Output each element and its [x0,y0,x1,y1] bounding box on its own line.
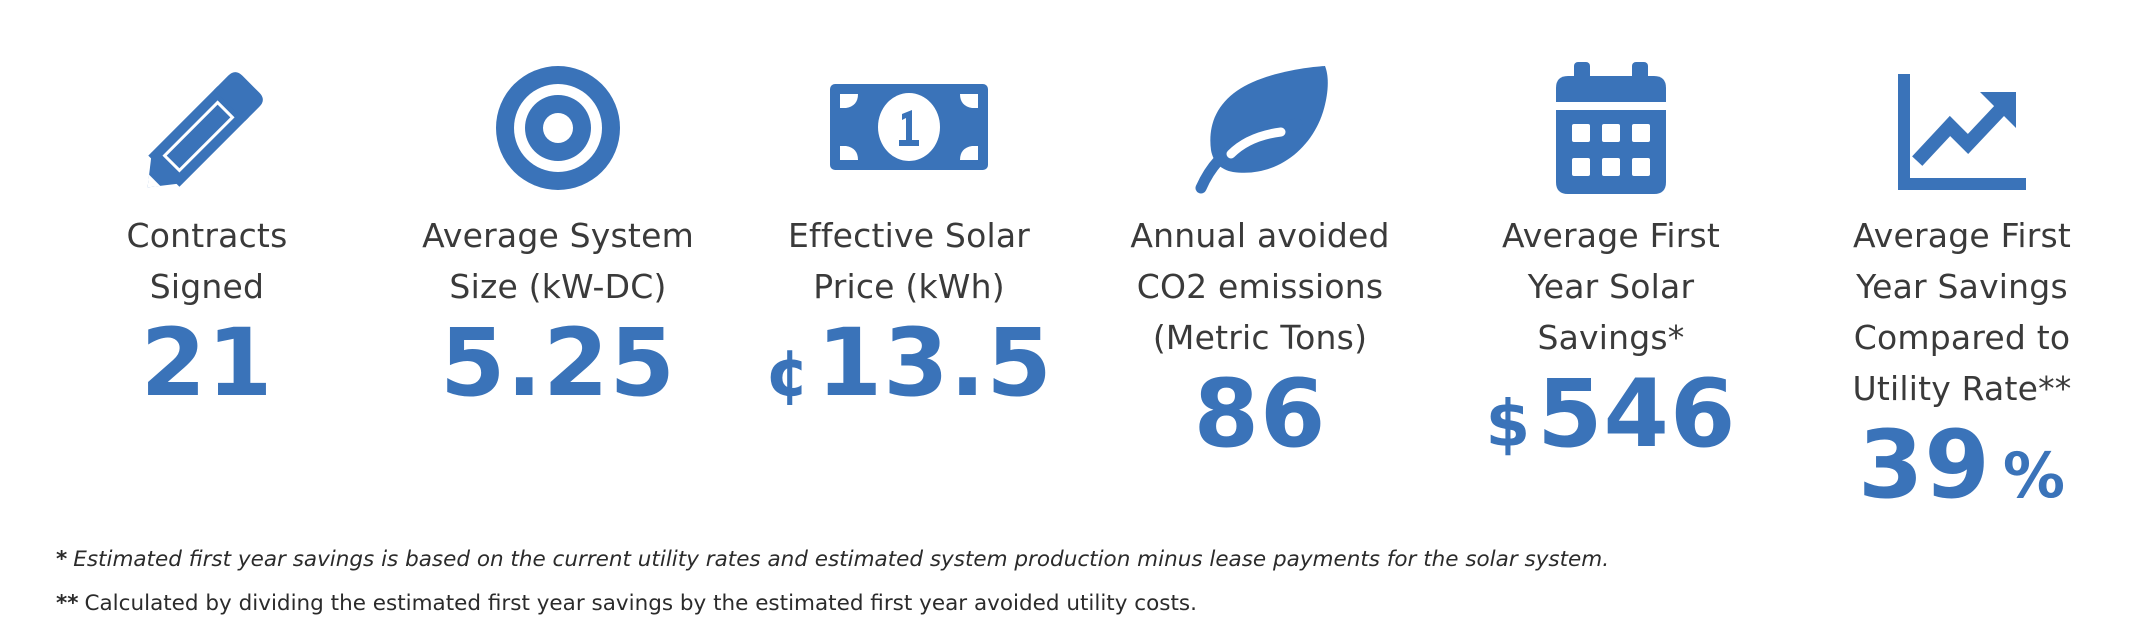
stat-label: Average System Size (kW-DC) [422,210,694,312]
stat-label: Average First Year Solar Savings* [1502,210,1720,363]
footnote-mark: ** [56,591,79,616]
stat-label: Contracts Signed [127,210,288,312]
leaf-icon [1185,58,1335,198]
stat-value: 39 % [1858,416,2066,526]
stat-label-line: Annual avoided [1130,216,1390,255]
stat-label-line: CO2 emissions [1136,267,1384,306]
stat-savings-vs-utility-rate: Average First Year Savings Compared to U… [1792,0,2132,526]
stat-value: $ 546 [1486,365,1737,475]
stat-label-line: Utility Rate** [1852,369,2072,408]
stat-label-line: Average First [1852,216,2072,255]
stat-value-prefix: $ [1485,388,1532,462]
stat-value-number: 21 [140,309,274,418]
stat-label: Average First Year Savings Compared to U… [1852,210,2071,414]
stat-value-number: 39 [1858,411,1991,520]
stat-avoided-co2: Annual avoided CO2 emissions (Metric Ton… [1090,0,1430,465]
stat-label-line: Size (kW-DC) [449,267,667,306]
stat-value-number: 13.5 [816,309,1053,418]
stat-first-year-solar-savings: Average First Year Solar Savings* $ 546 [1441,0,1781,475]
chart-line-up-icon [1892,58,2032,198]
footnote-text: Calculated by dividing the estimated fir… [84,591,1197,616]
stat-label-line: (Metric Tons) [1152,318,1368,357]
stat-label-line: Price (kWh) [813,267,1005,306]
stat-label-line: Signed [149,267,265,306]
stat-contracts-signed: Contracts Signed 21 [37,0,377,414]
stat-value-number: 5.25 [440,309,676,418]
stat-label-line: Year Solar [1527,267,1695,306]
pencil-icon [137,58,277,198]
footnote-single: * Estimated first year savings is based o… [56,538,1609,582]
target-icon [488,58,628,198]
footnote-double: ** Calculated by dividing the estimated f… [56,582,1609,626]
stat-label-line: Average First [1501,216,1721,255]
stat-label: Effective Solar Price (kWh) [788,210,1030,312]
stat-value-number: 86 [1193,360,1327,469]
stat-value: ¢ 13.5 [765,314,1052,424]
stat-effective-solar-price: Effective Solar Price (kWh) ¢ 13.5 [739,0,1079,424]
stat-label-line: Effective Solar [787,216,1031,255]
stat-value-suffix: % [2002,439,2066,512]
stat-value-prefix: ¢ [765,337,811,411]
stat-value: 86 [1194,365,1327,465]
dollar-bill-icon [824,58,994,198]
stat-label-line: Year Savings [1856,267,2068,306]
stat-label: Annual avoided CO2 emissions (Metric Ton… [1130,210,1389,363]
stat-average-system-size: Average System Size (kW-DC) 5.25 [388,0,728,414]
stat-label-line: Savings* [1537,318,1685,357]
stat-label-line: Compared to [1853,318,2071,357]
stat-value-number: 546 [1537,360,1737,469]
calendar-icon [1546,58,1676,198]
footnote-text: Estimated first year savings is based on… [73,547,1610,572]
stats-row: Contracts Signed 21 Average System Size … [37,0,2071,516]
stat-value: 21 [141,314,274,414]
footnotes: * Estimated first year savings is based o… [56,538,1609,626]
footnote-mark: * [56,547,68,572]
stat-value: 5.25 [440,314,676,414]
stat-label-line: Contracts [126,216,288,255]
stat-label-line: Average System [422,216,694,255]
